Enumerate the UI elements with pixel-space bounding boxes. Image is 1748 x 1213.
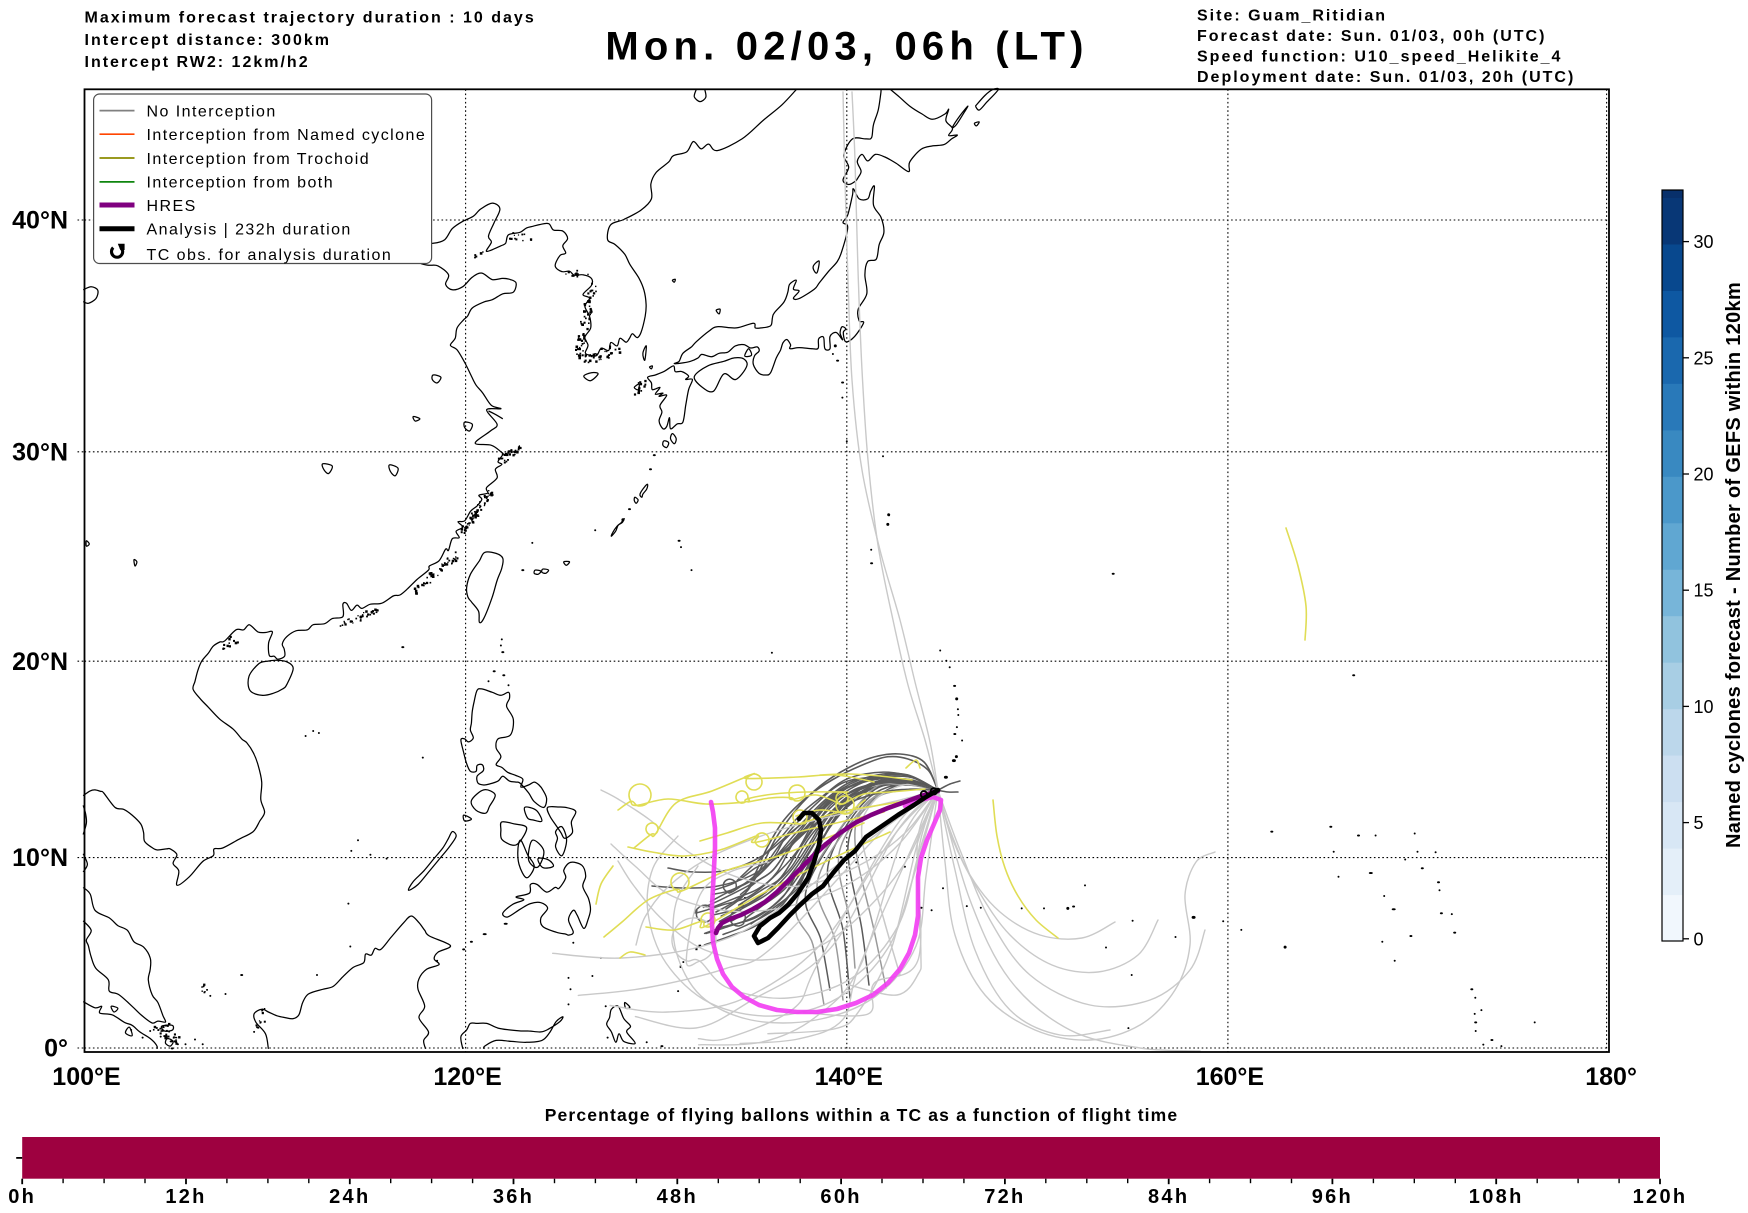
svg-text:108h: 108h	[1469, 1186, 1524, 1208]
svg-text:160°E: 160°E	[1196, 1063, 1264, 1091]
svg-text:48h: 48h	[657, 1186, 698, 1208]
svg-text:Named cyclones forecast - Numb: Named cyclones forecast - Number of GEFS…	[1723, 282, 1745, 848]
svg-text:20: 20	[1694, 465, 1714, 485]
svg-text:24h: 24h	[329, 1186, 370, 1208]
svg-text:0: 0	[1694, 929, 1704, 949]
svg-text:180°: 180°	[1585, 1063, 1637, 1091]
svg-text:Interception from Named cyclon: Interception from Named cyclone	[147, 127, 427, 144]
svg-text:84h: 84h	[1148, 1186, 1189, 1208]
svg-text:Maximum forecast trajectory du: Maximum forecast trajectory duration : 1…	[85, 10, 536, 27]
svg-text:Speed function: U10_speed_Heli: Speed function: U10_speed_Helikite_4	[1197, 49, 1562, 66]
svg-text:0°: 0°	[44, 1035, 68, 1063]
svg-text:20°N: 20°N	[12, 648, 68, 676]
svg-text:120°E: 120°E	[433, 1063, 501, 1091]
svg-text:Interception from both: Interception from both	[147, 175, 335, 192]
svg-text:Intercept RW2: 12km/h2: Intercept RW2: 12km/h2	[85, 54, 310, 71]
svg-text:Analysis | 232h duration: Analysis | 232h duration	[147, 222, 352, 239]
svg-text:25: 25	[1694, 348, 1714, 368]
svg-text:HRES: HRES	[147, 198, 197, 215]
svg-text:Site: Guam_Ritidian: Site: Guam_Ritidian	[1197, 8, 1387, 25]
svg-text:Percentage of flying ballons w: Percentage of flying ballons within a TC…	[545, 1105, 1179, 1125]
svg-text:Intercept distance: 300km: Intercept distance: 300km	[85, 32, 332, 49]
svg-text:10: 10	[1694, 697, 1714, 717]
svg-text:Deployment date: Sun. 01/03, 2: Deployment date: Sun. 01/03, 20h (UTC)	[1197, 69, 1575, 86]
svg-text:30: 30	[1694, 232, 1714, 252]
svg-text:Mon. 02/03, 06h (LT): Mon. 02/03, 06h (LT)	[605, 25, 1088, 69]
svg-text:30°N: 30°N	[12, 438, 68, 466]
svg-text:No Interception: No Interception	[147, 103, 277, 120]
svg-text:5: 5	[1694, 813, 1704, 833]
svg-text:15: 15	[1694, 581, 1714, 601]
svg-text:36h: 36h	[493, 1186, 534, 1208]
svg-text:0h: 0h	[8, 1186, 36, 1208]
svg-text:Forecast date: Sun. 01/03, 00h: Forecast date: Sun. 01/03, 00h (UTC)	[1197, 28, 1546, 45]
svg-text:Interception from Trochoid: Interception from Trochoid	[147, 151, 371, 168]
svg-text:72h: 72h	[984, 1186, 1025, 1208]
svg-text:10°N: 10°N	[12, 844, 68, 872]
svg-text:120h: 120h	[1633, 1186, 1688, 1208]
svg-text:TC obs. for analysis duration: TC obs. for analysis duration	[147, 247, 393, 264]
svg-text:140°E: 140°E	[815, 1063, 883, 1091]
svg-text:12h: 12h	[165, 1186, 206, 1208]
svg-text:40°N: 40°N	[12, 207, 68, 235]
svg-text:96h: 96h	[1312, 1186, 1353, 1208]
svg-text:60h: 60h	[820, 1186, 861, 1208]
svg-text:100°E: 100°E	[52, 1063, 120, 1091]
